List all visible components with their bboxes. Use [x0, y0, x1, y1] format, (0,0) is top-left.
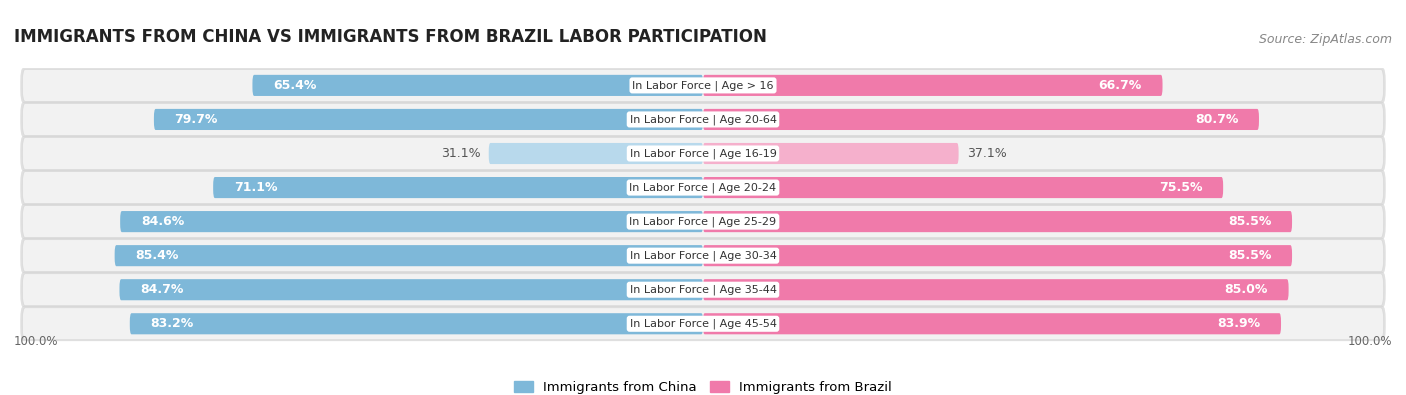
Text: 84.7%: 84.7% [141, 283, 184, 296]
Text: 85.5%: 85.5% [1227, 249, 1271, 262]
Text: 71.1%: 71.1% [233, 181, 277, 194]
Text: 66.7%: 66.7% [1098, 79, 1142, 92]
FancyBboxPatch shape [20, 307, 1386, 341]
FancyBboxPatch shape [22, 137, 1384, 169]
FancyBboxPatch shape [120, 211, 703, 232]
FancyBboxPatch shape [703, 143, 959, 164]
Text: 65.4%: 65.4% [273, 79, 316, 92]
Text: 83.2%: 83.2% [150, 317, 194, 330]
FancyBboxPatch shape [22, 206, 1384, 238]
Text: 31.1%: 31.1% [441, 147, 481, 160]
Text: 80.7%: 80.7% [1195, 113, 1239, 126]
Text: In Labor Force | Age 30-34: In Labor Force | Age 30-34 [630, 250, 776, 261]
Text: In Labor Force | Age 35-44: In Labor Force | Age 35-44 [630, 284, 776, 295]
FancyBboxPatch shape [20, 272, 1386, 307]
FancyBboxPatch shape [703, 109, 1258, 130]
Text: 75.5%: 75.5% [1159, 181, 1202, 194]
Text: Source: ZipAtlas.com: Source: ZipAtlas.com [1258, 33, 1392, 46]
FancyBboxPatch shape [20, 170, 1386, 205]
Text: In Labor Force | Age > 16: In Labor Force | Age > 16 [633, 80, 773, 90]
Text: 84.6%: 84.6% [141, 215, 184, 228]
FancyBboxPatch shape [20, 238, 1386, 273]
FancyBboxPatch shape [22, 103, 1384, 135]
Text: 85.5%: 85.5% [1227, 215, 1271, 228]
FancyBboxPatch shape [22, 171, 1384, 203]
FancyBboxPatch shape [22, 274, 1384, 306]
FancyBboxPatch shape [703, 211, 1292, 232]
FancyBboxPatch shape [22, 240, 1384, 272]
FancyBboxPatch shape [20, 68, 1386, 103]
FancyBboxPatch shape [703, 75, 1163, 96]
FancyBboxPatch shape [20, 136, 1386, 171]
Text: 83.9%: 83.9% [1218, 317, 1260, 330]
Text: 37.1%: 37.1% [967, 147, 1007, 160]
FancyBboxPatch shape [20, 102, 1386, 137]
Text: IMMIGRANTS FROM CHINA VS IMMIGRANTS FROM BRAZIL LABOR PARTICIPATION: IMMIGRANTS FROM CHINA VS IMMIGRANTS FROM… [14, 28, 766, 46]
FancyBboxPatch shape [253, 75, 703, 96]
Text: 85.0%: 85.0% [1225, 283, 1268, 296]
FancyBboxPatch shape [214, 177, 703, 198]
FancyBboxPatch shape [115, 245, 703, 266]
Legend: Immigrants from China, Immigrants from Brazil: Immigrants from China, Immigrants from B… [515, 381, 891, 394]
Text: 100.0%: 100.0% [1347, 335, 1392, 348]
FancyBboxPatch shape [489, 143, 703, 164]
FancyBboxPatch shape [120, 279, 703, 300]
FancyBboxPatch shape [22, 70, 1384, 102]
Text: In Labor Force | Age 25-29: In Labor Force | Age 25-29 [630, 216, 776, 227]
Text: In Labor Force | Age 20-64: In Labor Force | Age 20-64 [630, 114, 776, 125]
FancyBboxPatch shape [703, 245, 1292, 266]
Text: In Labor Force | Age 45-54: In Labor Force | Age 45-54 [630, 318, 776, 329]
Text: 85.4%: 85.4% [135, 249, 179, 262]
Text: 100.0%: 100.0% [14, 335, 59, 348]
Text: In Labor Force | Age 20-24: In Labor Force | Age 20-24 [630, 182, 776, 193]
FancyBboxPatch shape [703, 313, 1281, 334]
FancyBboxPatch shape [703, 177, 1223, 198]
FancyBboxPatch shape [703, 279, 1289, 300]
FancyBboxPatch shape [153, 109, 703, 130]
FancyBboxPatch shape [20, 204, 1386, 239]
Text: 79.7%: 79.7% [174, 113, 218, 126]
FancyBboxPatch shape [22, 308, 1384, 340]
Text: In Labor Force | Age 16-19: In Labor Force | Age 16-19 [630, 148, 776, 159]
FancyBboxPatch shape [129, 313, 703, 334]
